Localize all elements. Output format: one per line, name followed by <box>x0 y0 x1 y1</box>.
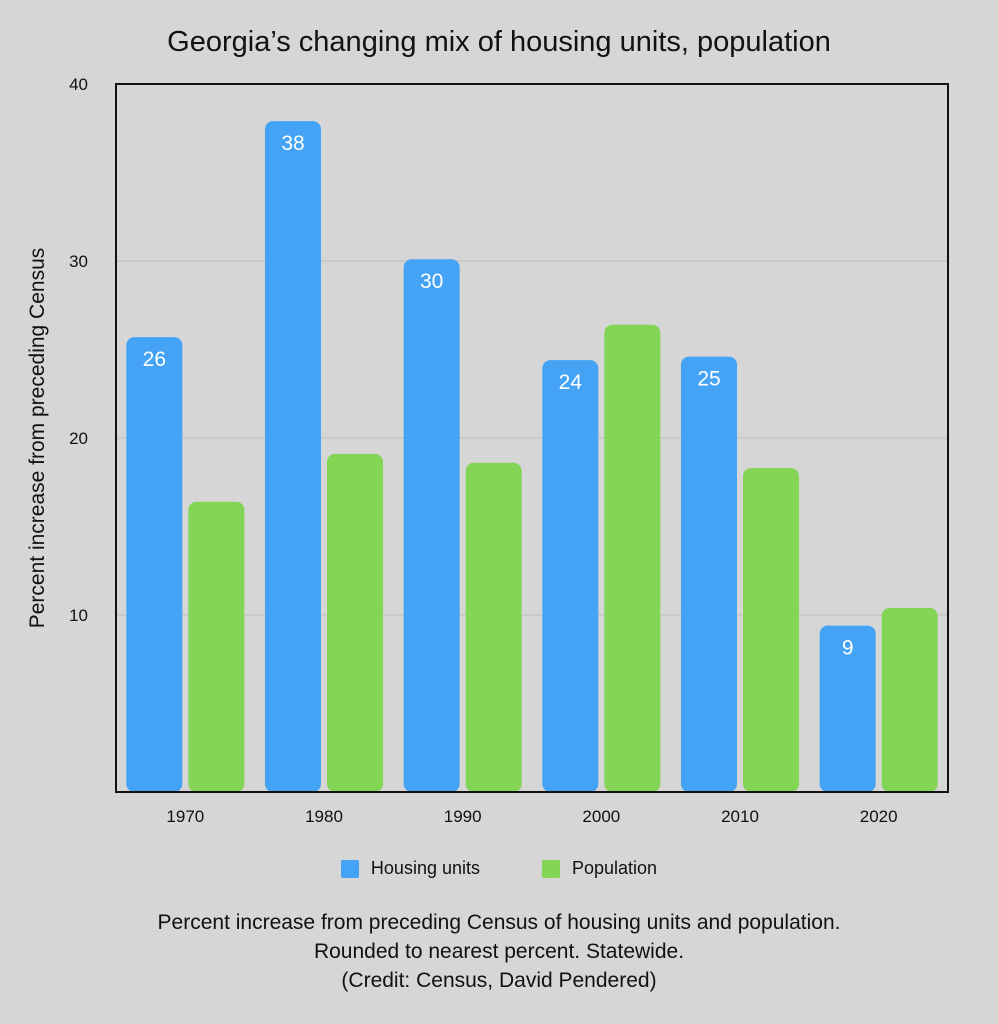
bar-population-1990 <box>465 462 522 792</box>
data-label: 24 <box>559 371 583 394</box>
bar-population-1980 <box>327 453 383 792</box>
y-tick-label: 30 <box>69 252 88 271</box>
y-tick-label: 10 <box>69 606 88 625</box>
legend-label-housing: Housing units <box>370 858 480 878</box>
bar-housing-2010 <box>681 356 737 792</box>
bar-housing-2020 <box>819 625 876 792</box>
bar-population-2020 <box>881 607 938 792</box>
bar-housing-1990 <box>403 259 460 793</box>
plot-frame <box>115 83 949 793</box>
bar-population-2010 <box>743 468 799 792</box>
data-label: 30 <box>420 270 443 293</box>
legend-label-population: Population <box>572 858 658 878</box>
chart-title: Georgia’s changing mix of housing units,… <box>167 26 831 58</box>
bar-population-1970 <box>188 501 245 792</box>
y-axis-title: Percent increase from preceding Census <box>26 248 49 629</box>
x-tick-label: 1990 <box>444 807 482 826</box>
chart-plot: 10 20 30 40 26 1970 38 1980 30 1990 24 2000 25 2010 9 2… <box>26 75 949 826</box>
legend-swatch-housing <box>340 859 359 878</box>
bar-housing-1980 <box>265 121 321 793</box>
data-label: 38 <box>281 132 304 155</box>
x-tick-label: 2020 <box>860 807 898 826</box>
legend: Housing units Population <box>0 858 998 879</box>
caption-line: (Credit: Census, David Pendered) <box>341 969 657 992</box>
x-tick-label: 2010 <box>721 807 759 826</box>
data-label: 9 <box>842 637 854 660</box>
x-tick-label: 2000 <box>582 807 620 826</box>
x-tick-label: 1970 <box>166 807 204 826</box>
legend-swatch-population <box>542 859 560 878</box>
y-tick-label: 20 <box>69 429 88 448</box>
caption-line: Percent increase from preceding Census o… <box>157 911 841 934</box>
x-tick-label: 1980 <box>305 807 343 826</box>
data-label: 25 <box>697 368 720 391</box>
bar-housing-2000 <box>542 360 599 792</box>
data-label: 26 <box>143 348 166 371</box>
bar-housing-1970 <box>126 337 183 792</box>
y-tick-label: 40 <box>69 75 88 94</box>
caption-line: Rounded to nearest percent. Statewide. <box>313 940 685 963</box>
legend-item-housing: Housing units <box>340 858 480 879</box>
bar-population-2000 <box>604 324 661 792</box>
chart-caption: Percent increase from preceding Census o… <box>0 908 998 995</box>
legend-item-population: Population <box>542 858 657 879</box>
